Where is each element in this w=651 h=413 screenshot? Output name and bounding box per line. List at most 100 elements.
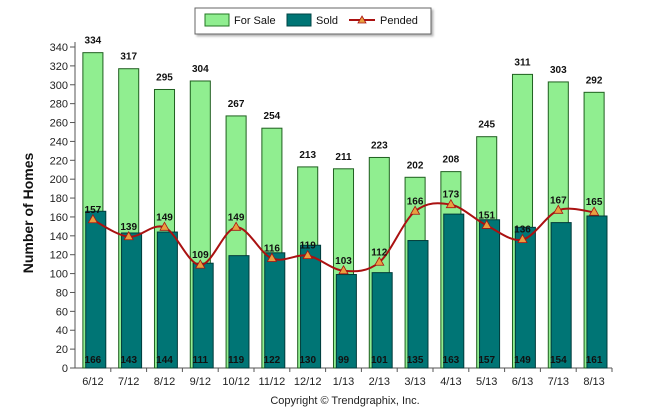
sold-bar xyxy=(264,252,286,369)
copyright-text: Copyright © Trendgraphix, Inc. xyxy=(270,395,419,407)
pended-marker xyxy=(87,213,99,224)
sold-bar xyxy=(300,244,322,369)
sold-value-label: 143 xyxy=(120,355,137,366)
x-tick-label: 5/13 xyxy=(476,376,497,388)
legend-label-sold: Sold xyxy=(316,15,338,27)
for-sale-value-label: 304 xyxy=(192,64,209,75)
sold-bar xyxy=(156,231,178,369)
sold-bar xyxy=(514,226,536,369)
sold-bar xyxy=(550,222,572,369)
for-sale-value-label: 208 xyxy=(443,155,460,166)
pended-value-label: 139 xyxy=(120,222,137,233)
for-sale-value-label: 245 xyxy=(478,120,495,131)
pended-line-series xyxy=(87,198,600,275)
for-sale-value-label: 292 xyxy=(586,75,603,86)
sold-value-label: 99 xyxy=(338,355,350,366)
for-sale-value-label: 254 xyxy=(264,111,281,122)
sold-bar xyxy=(371,272,393,369)
x-tick-label: 9/12 xyxy=(190,376,211,388)
for-sale-value-label: 223 xyxy=(371,140,388,151)
sold-bar xyxy=(407,240,429,369)
y-tick-label: 180 xyxy=(50,193,68,205)
y-tick-label: 220 xyxy=(50,155,68,167)
y-tick-label: 120 xyxy=(50,250,68,262)
pended-value-label: 116 xyxy=(264,243,281,254)
sold-bars xyxy=(85,210,608,369)
for-sale-value-label: 211 xyxy=(335,152,352,163)
pended-value-label: 109 xyxy=(192,250,209,261)
x-tick-label: 11/12 xyxy=(259,376,286,388)
pended-value-label: 119 xyxy=(300,241,317,252)
y-tick-label: 20 xyxy=(56,344,68,356)
pended-value-label: 151 xyxy=(478,210,495,221)
pended-marker xyxy=(159,221,170,231)
x-tick-label: 8/12 xyxy=(154,376,175,388)
x-tick-label: 6/12 xyxy=(82,376,103,388)
sold-bar xyxy=(479,219,501,369)
sold-bar xyxy=(121,232,143,369)
pended-marker xyxy=(588,206,600,216)
x-tick-label: 10/12 xyxy=(222,376,250,388)
sold-value-label: 157 xyxy=(478,355,495,366)
for-sale-value-label: 295 xyxy=(156,72,173,83)
sold-bar xyxy=(335,274,357,369)
sold-value-label: 130 xyxy=(299,355,316,366)
pended-marker xyxy=(266,252,278,262)
pended-marker xyxy=(374,256,385,266)
y-tick-label: 280 xyxy=(50,99,68,111)
pended-value-label: 167 xyxy=(550,195,567,206)
y-tick-label: 40 xyxy=(56,325,68,337)
pended-marker xyxy=(445,198,457,209)
for-sale-value-label: 202 xyxy=(407,160,424,171)
y-tick-label: 260 xyxy=(50,118,68,130)
sold-bar xyxy=(443,213,465,369)
value-labels: 334 317 295 304 267 254 213 211 223 202 208 245 311 3… xyxy=(85,36,603,366)
sold-bar xyxy=(85,210,107,369)
legend-swatch-pended-marker xyxy=(357,15,367,24)
for-sale-value-label: 213 xyxy=(299,150,316,161)
pended-value-label: 157 xyxy=(85,205,102,216)
sold-value-label: 101 xyxy=(371,355,388,366)
x-tick-label: 12/12 xyxy=(294,376,322,388)
y-tick-label: 200 xyxy=(50,174,68,186)
pended-value-label: 112 xyxy=(371,247,388,258)
sold-value-label: 166 xyxy=(85,355,102,366)
for-sale-value-label: 267 xyxy=(228,99,245,110)
sold-value-label: 161 xyxy=(586,355,603,366)
pended-value-label: 166 xyxy=(407,196,424,207)
sold-bar xyxy=(192,262,214,369)
x-tick-label: 3/13 xyxy=(404,376,425,388)
pended-marker xyxy=(553,204,564,214)
sold-value-label: 163 xyxy=(443,355,460,366)
pended-marker xyxy=(195,259,206,269)
sold-bar xyxy=(586,215,608,369)
pended-value-label: 149 xyxy=(228,212,245,223)
legend-label-pended: Pended xyxy=(380,15,418,27)
pended-marker xyxy=(338,264,349,275)
x-tick-label: 8/13 xyxy=(583,376,604,388)
sold-value-label: 111 xyxy=(193,355,209,366)
x-tick-label: 2/13 xyxy=(369,376,390,388)
sold-value-label: 119 xyxy=(228,355,245,366)
x-tick-label: 7/12 xyxy=(118,376,139,388)
for-sale-value-label: 317 xyxy=(120,52,137,63)
sold-value-label: 122 xyxy=(264,355,281,366)
legend-box xyxy=(194,7,432,35)
sold-value-label: 135 xyxy=(407,355,424,366)
sold-value-label: 144 xyxy=(156,355,173,366)
pended-value-label: 136 xyxy=(514,225,531,236)
pended-marker xyxy=(123,230,134,241)
y-tick-label: 240 xyxy=(50,136,68,148)
for-sale-value-label: 334 xyxy=(85,36,102,47)
axes: 0 20 40 60 80 100 120 140 160 180 200 220 240 260 280 3… xyxy=(50,42,613,388)
sold-bar xyxy=(228,255,250,369)
x-tick-label: 6/13 xyxy=(512,376,533,388)
y-axis-title: Number of Homes xyxy=(20,153,36,274)
x-tick-label: 1/13 xyxy=(333,376,354,388)
y-tick-label: 140 xyxy=(50,231,68,243)
y-tick-label: 340 xyxy=(50,42,68,54)
y-tick-label: 80 xyxy=(56,287,68,299)
pended-value-label: 149 xyxy=(156,212,173,223)
